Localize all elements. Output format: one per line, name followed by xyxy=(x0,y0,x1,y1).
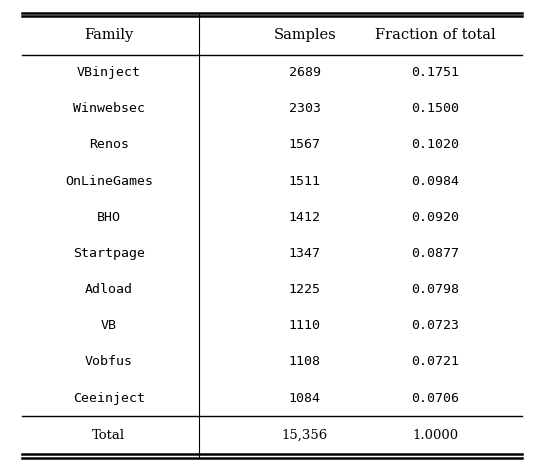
Text: 2689: 2689 xyxy=(289,66,320,79)
Text: 1110: 1110 xyxy=(289,319,320,332)
Text: 1567: 1567 xyxy=(289,138,320,151)
Text: 1225: 1225 xyxy=(289,283,320,296)
Text: 0.0984: 0.0984 xyxy=(411,175,459,188)
Text: 0.1500: 0.1500 xyxy=(411,102,459,115)
Text: Renos: Renos xyxy=(89,138,129,151)
Text: OnLineGames: OnLineGames xyxy=(65,175,153,188)
Text: 1.0000: 1.0000 xyxy=(412,429,458,442)
Text: 1108: 1108 xyxy=(289,356,320,369)
Text: 0.1020: 0.1020 xyxy=(411,138,459,151)
Text: Startpage: Startpage xyxy=(73,247,145,260)
Text: Adload: Adload xyxy=(85,283,133,296)
Text: Vobfus: Vobfus xyxy=(85,356,133,369)
Text: Samples: Samples xyxy=(273,28,336,42)
Text: 0.0877: 0.0877 xyxy=(411,247,459,260)
Text: VBinject: VBinject xyxy=(77,66,141,79)
Text: VB: VB xyxy=(101,319,117,332)
Text: 1084: 1084 xyxy=(289,391,320,404)
Text: 0.1751: 0.1751 xyxy=(411,66,459,79)
Text: Total: Total xyxy=(92,429,125,442)
Text: BHO: BHO xyxy=(97,211,121,224)
Text: 0.0798: 0.0798 xyxy=(411,283,459,296)
Text: Fraction of total: Fraction of total xyxy=(375,28,496,42)
Text: 0.0706: 0.0706 xyxy=(411,391,459,404)
Text: 1347: 1347 xyxy=(289,247,320,260)
Text: Family: Family xyxy=(84,28,133,42)
Text: 0.0721: 0.0721 xyxy=(411,356,459,369)
Text: 1412: 1412 xyxy=(289,211,320,224)
Text: 0.0723: 0.0723 xyxy=(411,319,459,332)
Text: 15,356: 15,356 xyxy=(281,429,328,442)
Text: Ceeinject: Ceeinject xyxy=(73,391,145,404)
Text: 2303: 2303 xyxy=(289,102,320,115)
Text: Winwebsec: Winwebsec xyxy=(73,102,145,115)
Text: 0.0920: 0.0920 xyxy=(411,211,459,224)
Text: 1511: 1511 xyxy=(289,175,320,188)
